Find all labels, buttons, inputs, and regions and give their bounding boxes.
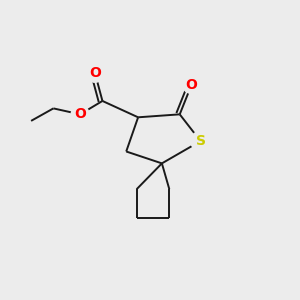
Text: O: O [74, 107, 86, 121]
Text: O: O [186, 78, 197, 92]
Circle shape [86, 64, 104, 82]
Circle shape [71, 105, 89, 123]
Circle shape [191, 131, 210, 151]
Text: O: O [89, 66, 101, 80]
Text: S: S [196, 134, 206, 148]
Circle shape [183, 76, 200, 94]
